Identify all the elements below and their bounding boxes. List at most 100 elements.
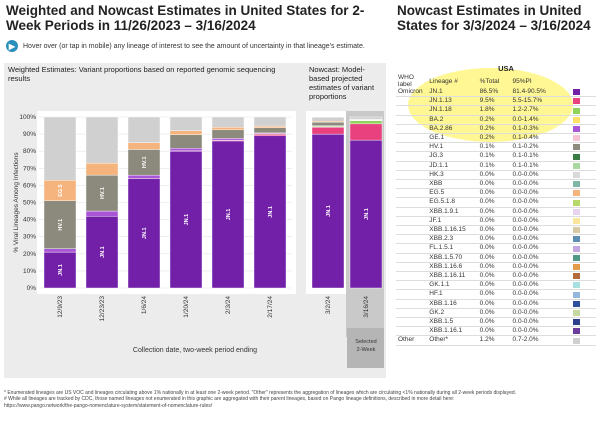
x-tick-label: 1/20/24 (183, 296, 190, 318)
pointer-icon: ▶ (6, 40, 18, 52)
total-cell: 0.0% (477, 308, 511, 319)
table-row[interactable]: XBB.1.16.1 0.0% 0.0-0.0% (396, 326, 596, 337)
pi-cell: 0.0-0.0% (510, 262, 566, 273)
segment-label: HV.1 (142, 156, 148, 168)
swatch-cell (565, 271, 596, 282)
x-tick-label: 12/9/23 (57, 296, 64, 318)
table-row[interactable]: GE.1 0.2% 0.1-0.4% (396, 133, 596, 144)
swatch-cell (565, 133, 596, 144)
who-label (396, 133, 428, 144)
lineage-cell: EG.5 (427, 188, 478, 199)
x-tick-label: 12/23/23 (99, 296, 106, 322)
y-tick-label: 20% (23, 251, 36, 258)
swatch-cell (565, 289, 596, 300)
table-row[interactable]: GK.2 0.0% 0.0-0.0% (396, 308, 596, 319)
swatch-cell (565, 243, 596, 254)
region-label: USA (498, 64, 514, 73)
bar-segment (169, 134, 203, 149)
lineage-cell: XBB.1.16.6 (427, 262, 478, 273)
table-row[interactable]: GK.1.1 0.0% 0.0-0.0% (396, 280, 596, 291)
swatch-cell (565, 308, 596, 319)
bar-segment (253, 116, 287, 127)
table-row[interactable]: XBB.1.16.15 0.0% 0.0-0.0% (396, 225, 596, 236)
lineage-color-swatch (573, 116, 581, 123)
lineage-color-swatch (573, 337, 581, 344)
table-row[interactable]: Other Other* 1.2% 0.7-2.0% (396, 335, 596, 346)
table-row[interactable]: HV.1 0.1% 0.1-0.2% (396, 142, 596, 153)
total-cell: 0.1% (477, 151, 511, 162)
table-row[interactable]: XBB.1.5 0.0% 0.0-0.0% (396, 317, 596, 328)
lineage-color-swatch (573, 107, 581, 114)
swatch-cell (565, 326, 596, 337)
x-tick-label: 2/17/24 (267, 296, 274, 318)
lineage-color-swatch (573, 208, 581, 215)
segment-label: JN.1 (364, 208, 370, 220)
bar-segment (349, 120, 383, 125)
table-row[interactable]: HF.1 0.0% 0.0-0.0% (396, 289, 596, 300)
bar-segment (169, 150, 203, 289)
table-row[interactable]: XBB.1.16.6 0.0% 0.0-0.0% (396, 262, 596, 273)
table-row[interactable]: JD.1.1 0.1% 0.1-0.1% (396, 161, 596, 171)
total-cell: 0.0% (477, 225, 511, 236)
total-cell: 0.1% (477, 142, 511, 153)
table-row[interactable]: XBB.1.16 0.0% 0.0-0.0% (396, 299, 596, 309)
lineage-cell: GK.1.1 (427, 280, 478, 291)
table-row[interactable]: XBB.1.9.1 0.0% 0.0-0.0% (396, 207, 596, 217)
swatch-cell (565, 96, 596, 107)
swatch-cell (565, 170, 596, 181)
y-tick-label: 40% (23, 217, 36, 224)
table-row[interactable]: EG.5 0.0% 0.0-0.0% (396, 188, 596, 199)
swatch-cell (565, 299, 596, 309)
bar-segment (211, 129, 245, 139)
x-axis-label: Collection date, two-week period ending (133, 347, 257, 354)
lineage-cell: FL.1.5.1 (427, 243, 478, 254)
table-row[interactable]: JF.1 0.0% 0.0-0.0% (396, 216, 596, 227)
swatch-cell (565, 280, 596, 291)
y-axis-label: % Viral Lineages Among Infections (13, 152, 20, 253)
pi-cell: 0.0-0.0% (510, 216, 566, 227)
table-row[interactable]: BA.2 0.2% 0.0-1.4% (396, 115, 596, 125)
bar-segment (127, 178, 161, 289)
total-cell: 0.1% (477, 161, 511, 171)
bar-segment (43, 248, 77, 253)
pi-cell: 0.1-0.2% (510, 142, 566, 153)
total-cell: 0.0% (477, 253, 511, 263)
footnote-link[interactable]: https://www.pango.network/the-pango-nome… (4, 402, 213, 409)
bar-segment (43, 116, 77, 181)
lineage-cell: EG.5.1.8 (427, 197, 478, 208)
lineage-table: WHO label Lineage # %Total 95%PI Omicron… (396, 74, 596, 346)
bar-segment (349, 116, 383, 120)
pi-cell: 1.2-2.7% (510, 105, 566, 116)
table-row[interactable]: XBB.1.16.11 0.0% 0.0-0.0% (396, 271, 596, 282)
lineage-cell: GE.1 (427, 133, 478, 144)
bar-segment (127, 142, 161, 150)
table-row[interactable]: HK.3 0.0% 0.0-0.0% (396, 170, 596, 181)
table-row[interactable]: Omicron JN.1 86.5% 81.4-90.5% (396, 88, 596, 98)
footnotes: * Enumerated lineages are US VOC and lin… (4, 390, 594, 409)
pi-cell: 0.1-0.1% (510, 151, 566, 162)
segment-label: JN.1 (268, 206, 274, 218)
total-cell: 0.2% (477, 133, 511, 144)
who-label (396, 225, 428, 236)
who-label (396, 179, 428, 190)
who-label (396, 289, 428, 300)
pi-cell: 0.0-0.0% (510, 289, 566, 300)
table-row[interactable]: FL.1.5.1 0.0% 0.0-0.0% (396, 243, 596, 254)
table-row[interactable]: JG.3 0.1% 0.1-0.1% (396, 151, 596, 162)
lineage-cell: JF.1 (427, 216, 478, 227)
who-label (396, 151, 428, 162)
table-row[interactable]: JN.1.18 1.8% 1.2-2.7% (396, 105, 596, 116)
lineage-cell: BA.2.86 (427, 124, 478, 135)
lineage-color-swatch (573, 273, 581, 280)
who-label (396, 262, 428, 273)
bar-segment (169, 148, 203, 152)
table-row[interactable]: EG.5.1.8 0.0% 0.0-0.0% (396, 197, 596, 208)
segment-label: JN.1 (142, 227, 148, 239)
swatch-cell (565, 88, 596, 98)
table-row[interactable]: XBB.2.3 0.0% 0.0-0.0% (396, 234, 596, 245)
table-row[interactable]: JN.1.13 9.5% 5.5-15.7% (396, 96, 596, 107)
table-row[interactable]: XBB 0.0% 0.0-0.0% (396, 179, 596, 190)
table-row[interactable]: XBB.1.5.70 0.0% 0.0-0.0% (396, 253, 596, 263)
pi-cell: 0.1-0.1% (510, 161, 566, 171)
table-row[interactable]: BA.2.86 0.2% 0.1-0.3% (396, 124, 596, 135)
